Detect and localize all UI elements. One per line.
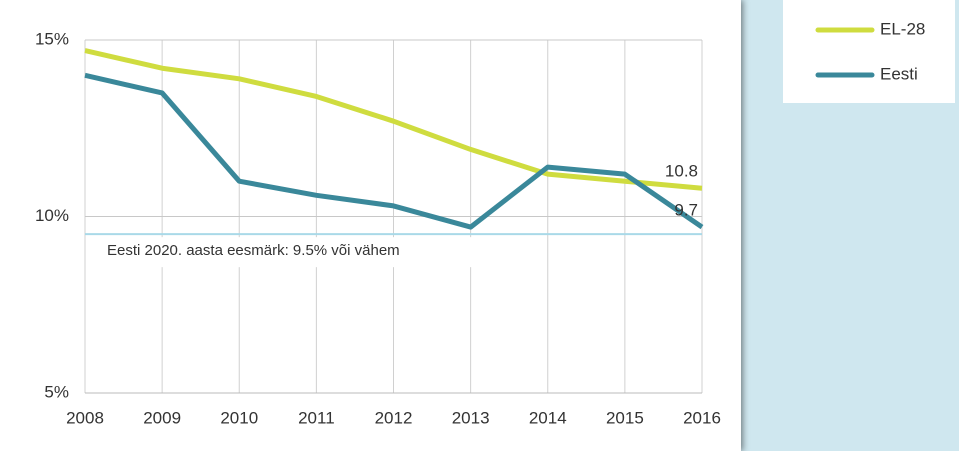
data-label: 9.7 (674, 201, 698, 220)
x-tick-label: 2011 (298, 408, 335, 427)
series-line (84, 72, 704, 230)
x-tick-label: 2015 (606, 408, 644, 427)
series-line (84, 48, 703, 191)
legend-label: EL-28 (880, 19, 925, 38)
legend-box (783, 0, 955, 103)
reference-label: Eesti 2020. aasta eesmärk: 9.5% või vähe… (107, 242, 400, 259)
data-label: 10.8 (665, 162, 698, 181)
x-tick-label: 2009 (143, 408, 181, 427)
x-tick-label: 2008 (66, 408, 104, 427)
chart-panel (0, 0, 741, 451)
x-tick-label: 2010 (220, 408, 258, 427)
y-tick-label: 5% (44, 382, 69, 401)
x-tick-label: 2013 (452, 408, 490, 427)
y-tick-label: 10% (35, 206, 69, 225)
annotation-background (90, 237, 545, 268)
x-tick-label: 2012 (375, 408, 413, 427)
legend-label: Eesti (880, 64, 918, 83)
x-tick-label: 2014 (529, 408, 567, 427)
y-tick-label: 15% (35, 29, 69, 48)
x-tick-label: 2016 (683, 408, 721, 427)
